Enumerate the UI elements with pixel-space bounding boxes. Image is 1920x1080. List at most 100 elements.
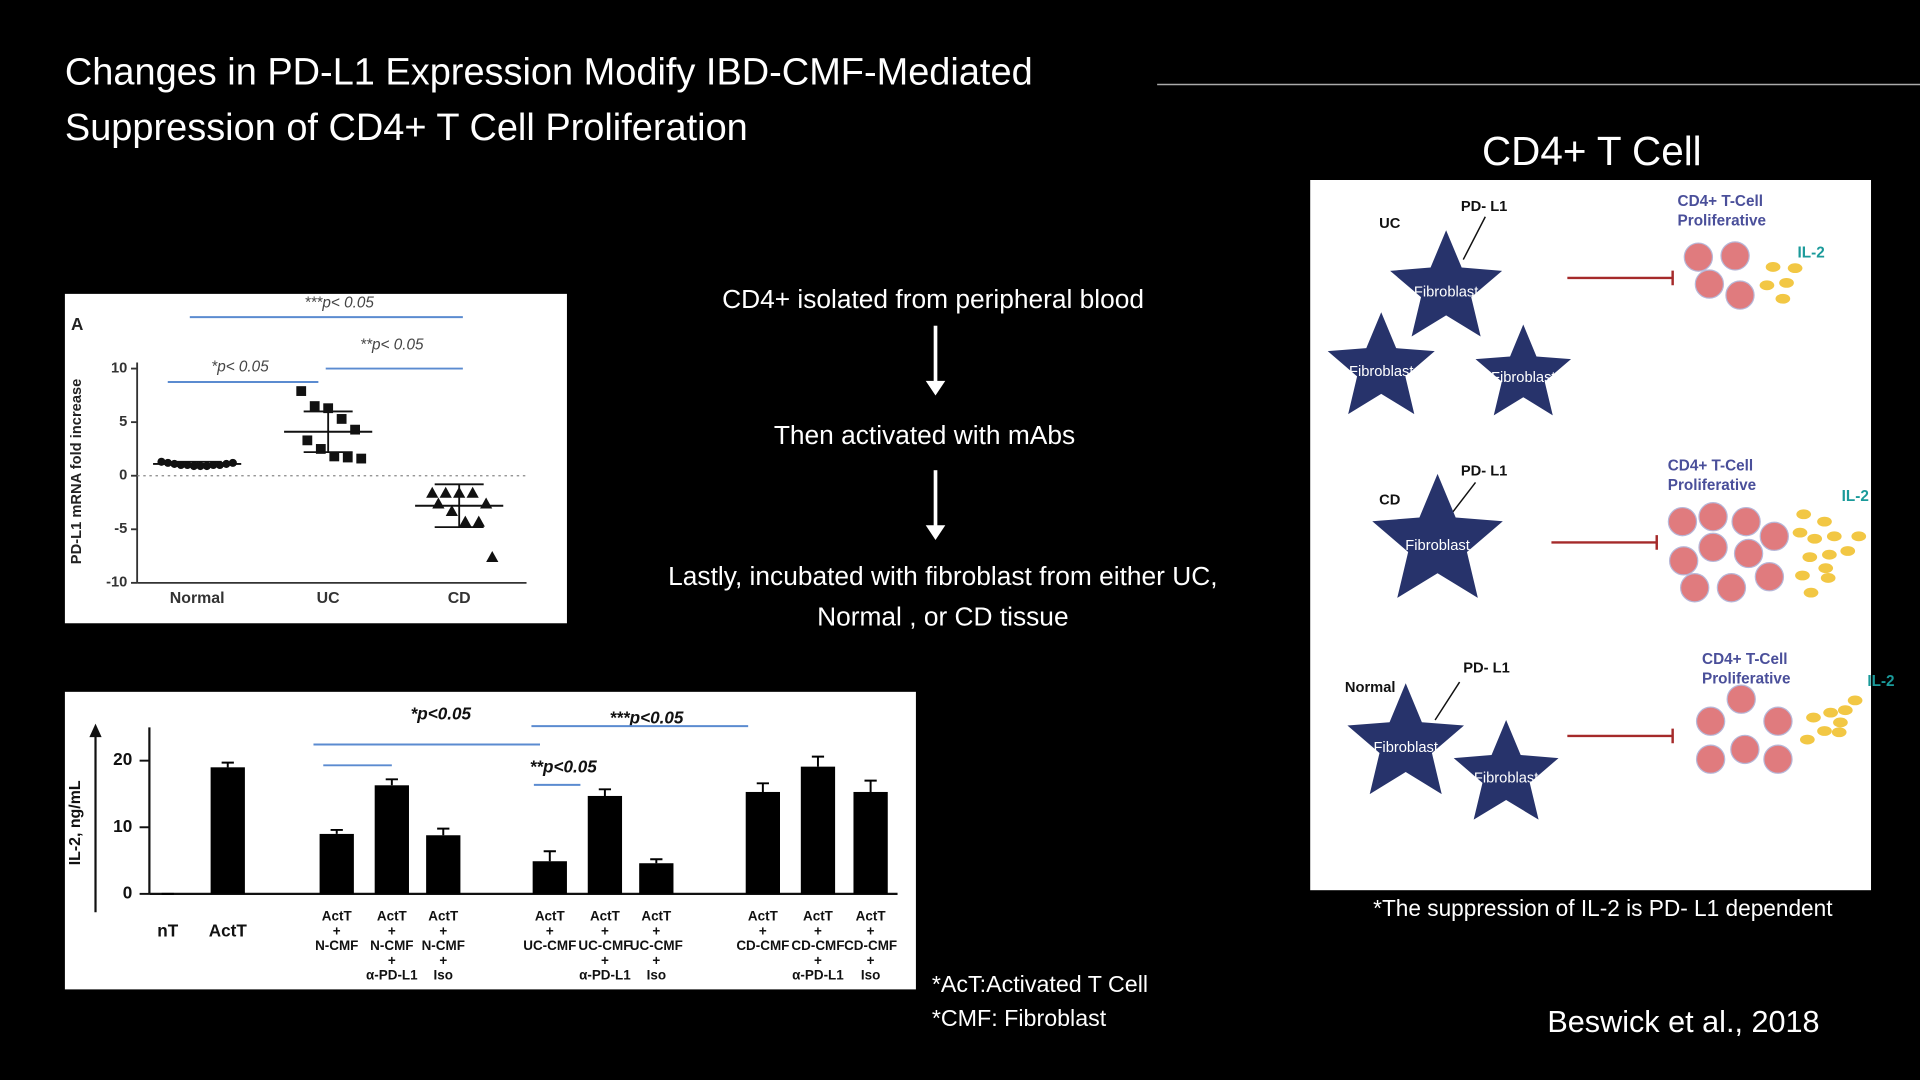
t-cell [1725,280,1755,310]
t-cell [1763,744,1793,774]
x-tick-label: + [652,923,660,938]
title-line: Suppression of CD4+ T Cell Proliferation [65,107,748,149]
il2-molecule [1820,573,1836,583]
x-tick-label: + [601,953,609,968]
x-tick-label: + [867,923,875,938]
error-bar [864,779,877,792]
citation: Beswick et al., 2018 [1547,1005,1819,1039]
x-tick-label: ActT [209,920,248,940]
t-cell [1759,521,1789,552]
bar [587,795,623,894]
point [356,453,367,464]
fibroblast-label: Fibroblast [1491,370,1556,386]
t-cell [1698,502,1728,532]
x-tick-label: Iso [861,967,880,982]
x-tick-label: ActT [803,909,834,924]
il2-molecule [1822,549,1837,560]
x-tick-label: ActT [641,909,672,924]
t-cell [1730,734,1760,765]
il2-molecule [1803,587,1819,598]
chart-a: A PD-L1 mRNA fold increase -10 -5 0 5 10 Normal… [64,293,567,624]
x-tick-label: α-PD-L1 [366,967,418,982]
bar [210,767,245,894]
error-bar [811,755,825,767]
il2-molecule [1817,516,1832,527]
footnote: *CMF: Fibroblast [932,1005,1107,1031]
pointer [1434,681,1461,721]
t-cell [1694,269,1725,299]
t-cell [1726,684,1756,714]
y-tick-label: -10 [106,575,127,591]
x-tick-label: CD-CMF [736,938,789,953]
x-tick-label: + [867,953,875,968]
t-cell [1680,573,1710,603]
x-tick-label: N-CMF [422,938,465,953]
diagram-caption: *The suppression of IL-2 is PD- L1 depen… [1373,895,1833,921]
annotation: ***p<0.05 [610,707,684,727]
bar [639,863,674,894]
il2-molecule [1795,570,1810,581]
pointer [1462,216,1486,260]
bar [745,791,780,894]
t-cell [1668,546,1699,576]
annotation: *p< 0.05 [211,358,269,375]
fibroblast-star [1327,312,1435,415]
annotation: **p< 0.05 [360,336,424,353]
bar [374,785,409,894]
x-tick-label: + [814,923,822,938]
marker-label: PD- L1 [1463,660,1510,676]
chart-frame [64,293,567,624]
title-line: Changes in PD-L1 Expression Modify IBD-C… [65,52,1033,94]
x-tick-label: CD-CMF [844,938,897,953]
x-tick-label: ActT [428,909,459,924]
point [309,401,320,411]
t-cell [1698,532,1728,563]
x-tick-label: Normal [170,590,225,607]
cell-label: Proliferative [1678,213,1766,230]
y-arrow-head [89,723,102,738]
x-tick-label: α-PD-L1 [792,967,844,982]
t-cell [1683,242,1714,272]
error-bar [434,483,484,529]
marker-label: PD- L1 [1461,199,1508,215]
x-tick-label: + [652,953,660,968]
x-tick-label: + [439,953,447,968]
x-tick-label: CD-CMF [791,938,844,953]
bar [532,861,567,894]
x-tick-label: UC-CMF [578,938,631,953]
fibroblast-label: Fibroblast [1349,364,1414,380]
cytokine-label: IL-2 [1798,245,1825,262]
il2-molecule [1807,533,1823,544]
x-tick-label: + [814,953,822,968]
y-axis-label: PD-L1 mRNA fold increase [69,379,85,565]
il2-molecule [1833,717,1848,728]
error-bar [598,788,612,796]
il2-molecule [1823,707,1838,718]
fibroblast-label: Fibroblast [1373,740,1438,756]
error-bar [650,858,663,864]
diagram: UC PD- L1 Fibroblast Fibroblast Fibroblast CD… [1327,193,1895,820]
x-tick-label: UC [317,590,340,607]
step: CD4+ isolated from peripheral blood [722,284,1144,314]
pointer [1450,482,1477,515]
annotation: *p<0.05 [411,704,472,724]
il2-molecule [1796,509,1812,520]
step: Then activated with mAbs [774,420,1075,450]
error-bar [303,410,353,454]
x-tick-label: Iso [647,967,666,982]
x-tick-label: nT [157,920,178,940]
x-tick-label: UC-CMF [630,938,683,953]
x-tick-label: ActT [322,909,353,924]
inhibition-arrow [1567,270,1674,286]
x-tick-label: + [759,923,767,938]
il2-molecule [1826,531,1842,542]
il2-molecule [1840,546,1856,556]
point [336,414,347,424]
cell-label: CD4+ T-Cell [1678,193,1763,210]
il2-molecule [1792,527,1808,538]
error-bar [330,828,343,834]
cell-label: Proliferative [1702,671,1790,688]
marker-label: PD- L1 [1461,463,1508,479]
